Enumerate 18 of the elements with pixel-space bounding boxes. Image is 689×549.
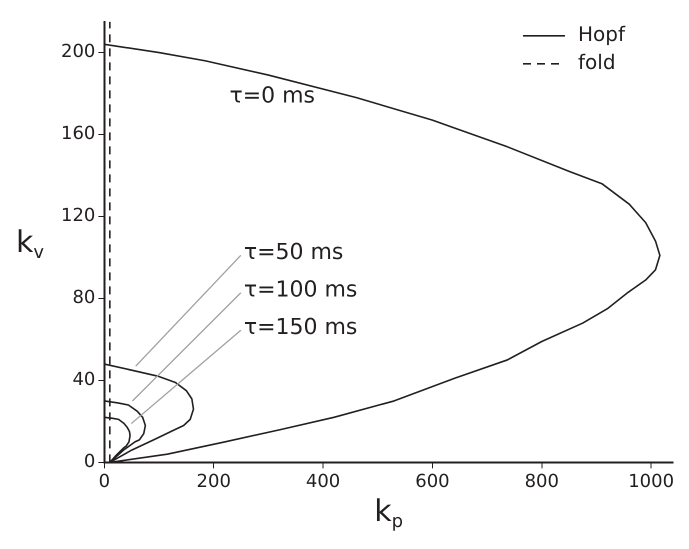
annotation: τ=150 ms	[244, 314, 358, 340]
y-tick-label: 80	[72, 287, 96, 308]
legend-label: fold	[578, 50, 616, 74]
x-tick-label: 1000	[628, 470, 674, 492]
x-tick-label: 600	[415, 470, 450, 492]
x-tick-label: 0	[98, 470, 110, 492]
legend-label: Hopf	[578, 22, 626, 46]
annotation: τ=50 ms	[244, 240, 344, 266]
annotation: τ=100 ms	[244, 277, 358, 302]
annotation: τ=0 ms	[229, 83, 316, 108]
x-tick-label: 800	[524, 470, 559, 492]
y-tick-label: 200	[60, 41, 96, 62]
x-tick-label: 400	[306, 470, 340, 492]
y-tick-label: 160	[60, 123, 96, 144]
y-tick-label: 40	[72, 369, 96, 390]
y-tick-label: 120	[60, 205, 96, 226]
x-tick-label: 200	[196, 470, 231, 492]
y-tick-label: 0	[84, 451, 96, 472]
